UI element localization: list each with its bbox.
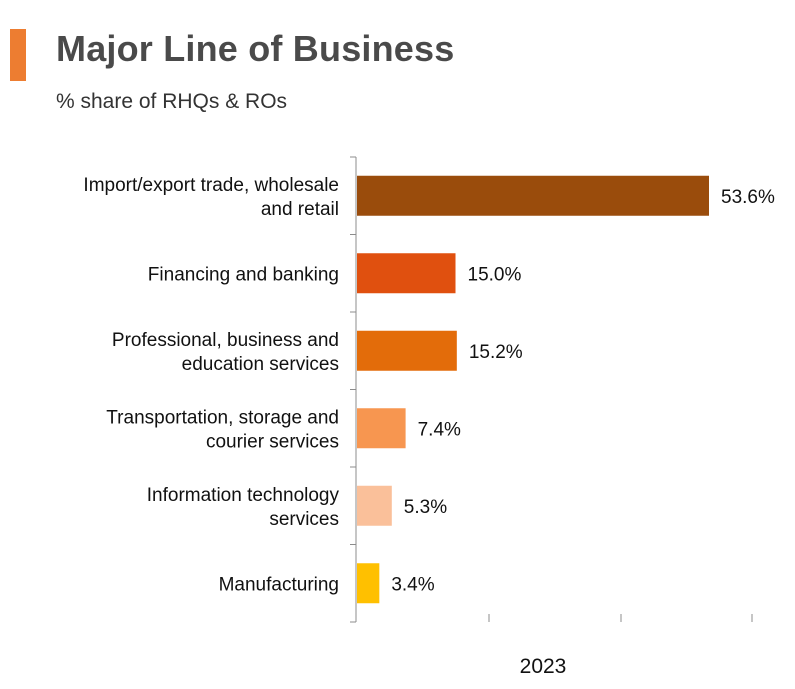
data-label: 53.6% bbox=[721, 187, 775, 208]
title-accent-bar bbox=[10, 29, 26, 81]
category-label: Transportation, storage and bbox=[106, 407, 339, 428]
bar bbox=[357, 485, 392, 526]
category-label: and retail bbox=[261, 199, 339, 220]
chart-title: Major Line of Business bbox=[56, 28, 455, 69]
chart-bars bbox=[357, 175, 709, 604]
bar bbox=[357, 330, 457, 371]
data-label: 15.0% bbox=[468, 264, 522, 285]
chart-labels: 53.6% Import/export trade, wholesale and r… bbox=[83, 175, 775, 678]
data-label: 15.2% bbox=[469, 342, 523, 363]
chart-subtitle: % share of RHQs & ROs bbox=[56, 90, 288, 113]
bar bbox=[357, 563, 380, 604]
category-label: education services bbox=[182, 354, 339, 375]
bar bbox=[357, 408, 406, 449]
category-label: Import/export trade, wholesale bbox=[83, 175, 339, 196]
bar bbox=[357, 253, 456, 294]
category-label: Manufacturing bbox=[219, 574, 339, 595]
category-label: Information technology bbox=[147, 485, 340, 506]
chart-axes bbox=[350, 156, 753, 623]
data-label: 3.4% bbox=[391, 574, 434, 595]
data-label: 5.3% bbox=[404, 497, 447, 518]
category-label: courier services bbox=[206, 431, 339, 452]
category-label: Professional, business and bbox=[112, 330, 339, 351]
bar bbox=[357, 175, 709, 216]
x-axis-label: 2023 bbox=[520, 655, 567, 678]
category-label: services bbox=[269, 509, 339, 530]
category-label: Financing and banking bbox=[148, 264, 339, 285]
data-label: 7.4% bbox=[418, 419, 461, 440]
